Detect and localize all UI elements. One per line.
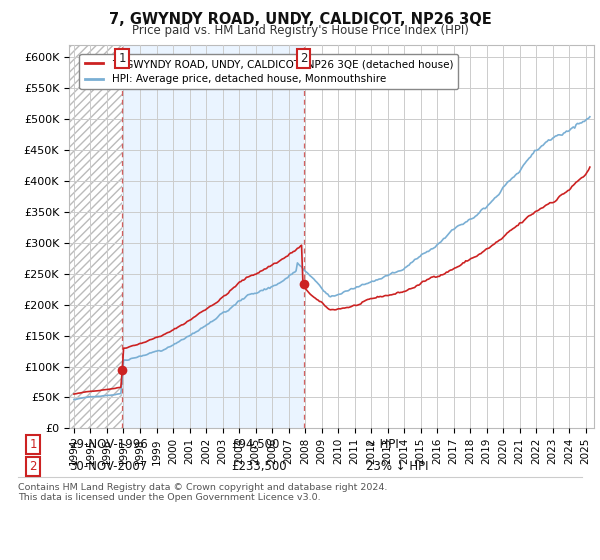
Text: 1: 1 [118,52,126,65]
Text: ≈ HPI: ≈ HPI [366,438,399,451]
Text: 30-NOV-2007: 30-NOV-2007 [69,460,147,473]
Text: 29-NOV-1996: 29-NOV-1996 [69,438,148,451]
Text: 2: 2 [300,52,307,65]
Text: Price paid vs. HM Land Registry's House Price Index (HPI): Price paid vs. HM Land Registry's House … [131,24,469,36]
Text: Contains HM Land Registry data © Crown copyright and database right 2024.
This d: Contains HM Land Registry data © Crown c… [18,483,388,502]
Text: 1: 1 [29,438,37,451]
Text: £94,500: £94,500 [231,438,280,451]
Text: 23% ↓ HPI: 23% ↓ HPI [366,460,428,473]
Text: 7, GWYNDY ROAD, UNDY, CALDICOT, NP26 3QE: 7, GWYNDY ROAD, UNDY, CALDICOT, NP26 3QE [109,12,491,27]
Text: 2: 2 [29,460,37,473]
Text: £233,500: £233,500 [231,460,287,473]
Bar [122,45,304,428]
Legend: 7, GWYNDY ROAD, UNDY, CALDICOT, NP26 3QE (detached house), HPI: Average price, d: 7, GWYNDY ROAD, UNDY, CALDICOT, NP26 3QE… [79,54,458,90]
